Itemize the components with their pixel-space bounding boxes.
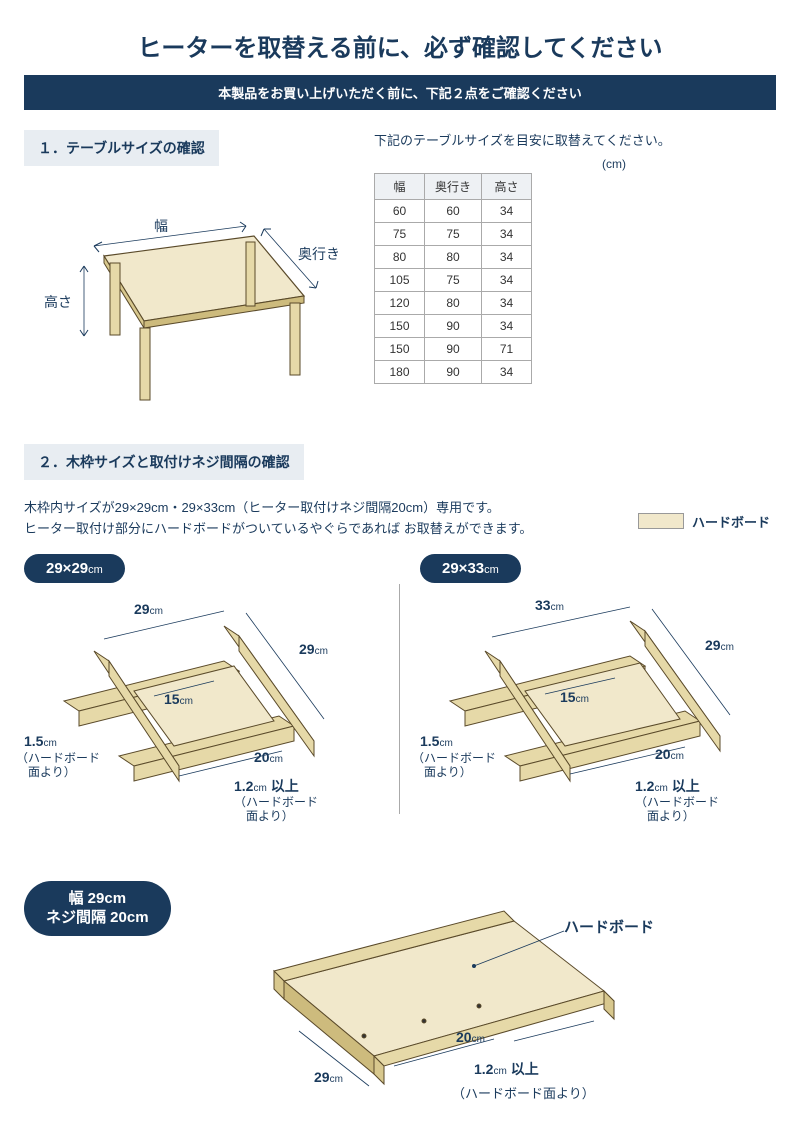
dim-b-inner: 15cm	[560, 689, 589, 705]
size-table-cell: 71	[482, 338, 532, 361]
size-table-row: 1057534	[375, 269, 532, 292]
section1-guidance: 下記のテーブルサイズを目安に取替えてください。	[374, 130, 776, 149]
size-table-cell: 105	[375, 269, 425, 292]
size-table-cell: 180	[375, 361, 425, 384]
dim-b-height: 1.5cm	[420, 733, 453, 749]
legend-label: ハードボード	[692, 512, 770, 531]
size-table-row: 757534	[375, 223, 532, 246]
pill-board: 幅 29cm ネジ間隔 20cm	[24, 881, 171, 936]
main-title: ヒーターを取替える前に、必ず確認してください	[24, 20, 776, 75]
legend-swatch	[638, 513, 684, 529]
paren-a-h1: ハードボード	[28, 751, 100, 765]
dim-a-top1: 29cm	[134, 601, 163, 617]
size-table-cell: 60	[425, 200, 482, 223]
size-table-cell: 34	[482, 246, 532, 269]
size-table-cell: 150	[375, 315, 425, 338]
frame-b-diagram: 33cm 29cm 15cm 20cm 1.5cm （ハードボード 面より） 1…	[420, 591, 780, 851]
paren-b-bottom: （ハードボード 面より）	[635, 795, 719, 824]
size-table-cell: 34	[482, 315, 532, 338]
size-table-cell: 80	[375, 246, 425, 269]
size-table-cell: 120	[375, 292, 425, 315]
size-table-cell: 90	[425, 338, 482, 361]
pill-29x29: 29×29cm	[24, 554, 125, 583]
dim-b-bottom: 1.2cm 以上	[635, 776, 700, 796]
size-table-cell: 80	[425, 292, 482, 315]
section-1: １．テーブルサイズの確認	[24, 130, 776, 416]
section2-header: ２．木枠サイズと取付けネジ間隔の確認	[24, 444, 304, 480]
size-table-row: 1509071	[375, 338, 532, 361]
size-table-cell: 90	[425, 361, 482, 384]
size-table-row: 1208034	[375, 292, 532, 315]
paren-a-h2: 面より	[28, 765, 64, 779]
size-table-cell: 75	[425, 269, 482, 292]
size-table-cell: 60	[375, 200, 425, 223]
dim-a-screw: 20cm	[254, 749, 283, 765]
section1-header: １．テーブルサイズの確認	[24, 130, 219, 166]
size-table-row: 606034	[375, 200, 532, 223]
body-line2: ヒーター取付け部分にハードボードがついているやぐらであれば お取替えができます。	[24, 521, 532, 536]
dim-a-top2: 29cm	[299, 641, 328, 657]
table-3d-illustration: 幅 奥行き 高さ	[24, 176, 344, 416]
paren-a-height: （ハードボード 面より）	[16, 751, 100, 780]
board-thick: 1.2cm 以上	[474, 1059, 539, 1079]
board-hardboard-label: ハードボード	[564, 916, 654, 937]
size-table-cell: 34	[482, 269, 532, 292]
pill-b-cm: cm	[484, 564, 499, 576]
paren-b-height: （ハードボード 面より）	[412, 751, 496, 780]
size-table-cell: 34	[482, 200, 532, 223]
hardboard-legend: ハードボード	[638, 512, 770, 531]
size-table-col: 高さ	[482, 174, 532, 200]
size-table-cell: 150	[375, 338, 425, 361]
size-table-cell: 80	[425, 246, 482, 269]
size-table-row: 1509034	[375, 315, 532, 338]
size-table-cell: 75	[425, 223, 482, 246]
board-diagram: ハードボード 29cm 20cm 1.2cm 以上 （ハードボード面より）	[194, 861, 694, 1121]
unit-label: (cm)	[374, 157, 776, 171]
dim-a-inner: 15cm	[164, 691, 193, 707]
size-table-col: 奥行き	[425, 174, 482, 200]
board-w29: 29cm	[314, 1069, 343, 1085]
dim-b-screw: 20cm	[655, 746, 684, 762]
pill-a-text: 29×29	[46, 560, 88, 577]
pill-board-l2: ネジ間隔 20cm	[46, 909, 149, 926]
size-table-cell: 34	[482, 361, 532, 384]
body-line1: 木枠内サイズが29×29cm・29×33cm（ヒーター取付けネジ間隔20cm）専…	[24, 500, 500, 515]
pill-b-text: 29×33	[442, 560, 484, 577]
dim-b-top1: 33cm	[535, 597, 564, 613]
pill-a-cm: cm	[88, 564, 103, 576]
pill-29x33: 29×33cm	[420, 554, 521, 583]
size-table-cell: 75	[375, 223, 425, 246]
label-width: 幅	[154, 216, 168, 236]
size-table: 幅奥行き高さ 606034757534808034105753412080341…	[374, 173, 532, 384]
frame-a-diagram: 29cm 29cm 15cm 20cm 1.5cm （ハードボード 面より） 1…	[24, 591, 384, 851]
sub-title-bar: 本製品をお買い上げいただく前に、下記２点をご確認ください	[24, 75, 776, 110]
size-table-cell: 90	[425, 315, 482, 338]
dim-a-height: 1.5cm	[24, 733, 57, 749]
section-2: ２．木枠サイズと取付けネジ間隔の確認 木枠内サイズが29×29cm・29×33c…	[24, 444, 776, 1121]
frame-29x33: 29×33cm	[400, 554, 776, 851]
pill-board-l1: 幅 29cm	[69, 890, 127, 907]
size-table-col: 幅	[375, 174, 425, 200]
dim-a-bottom: 1.2cm 以上	[234, 776, 299, 796]
size-table-cell: 34	[482, 223, 532, 246]
label-height: 高さ	[44, 292, 72, 312]
board-w20: 20cm	[456, 1029, 485, 1045]
board-row: 幅 29cm ネジ間隔 20cm	[24, 861, 776, 1121]
size-table-cell: 34	[482, 292, 532, 315]
paren-a-bottom: （ハードボード 面より）	[234, 795, 318, 824]
board-thick-paren: （ハードボード面より）	[452, 1083, 595, 1102]
dim-b-top2: 29cm	[705, 637, 734, 653]
size-table-row: 808034	[375, 246, 532, 269]
size-table-row: 1809034	[375, 361, 532, 384]
label-depth: 奥行き	[298, 244, 340, 264]
frame-29x29: 29×29cm	[24, 554, 399, 851]
